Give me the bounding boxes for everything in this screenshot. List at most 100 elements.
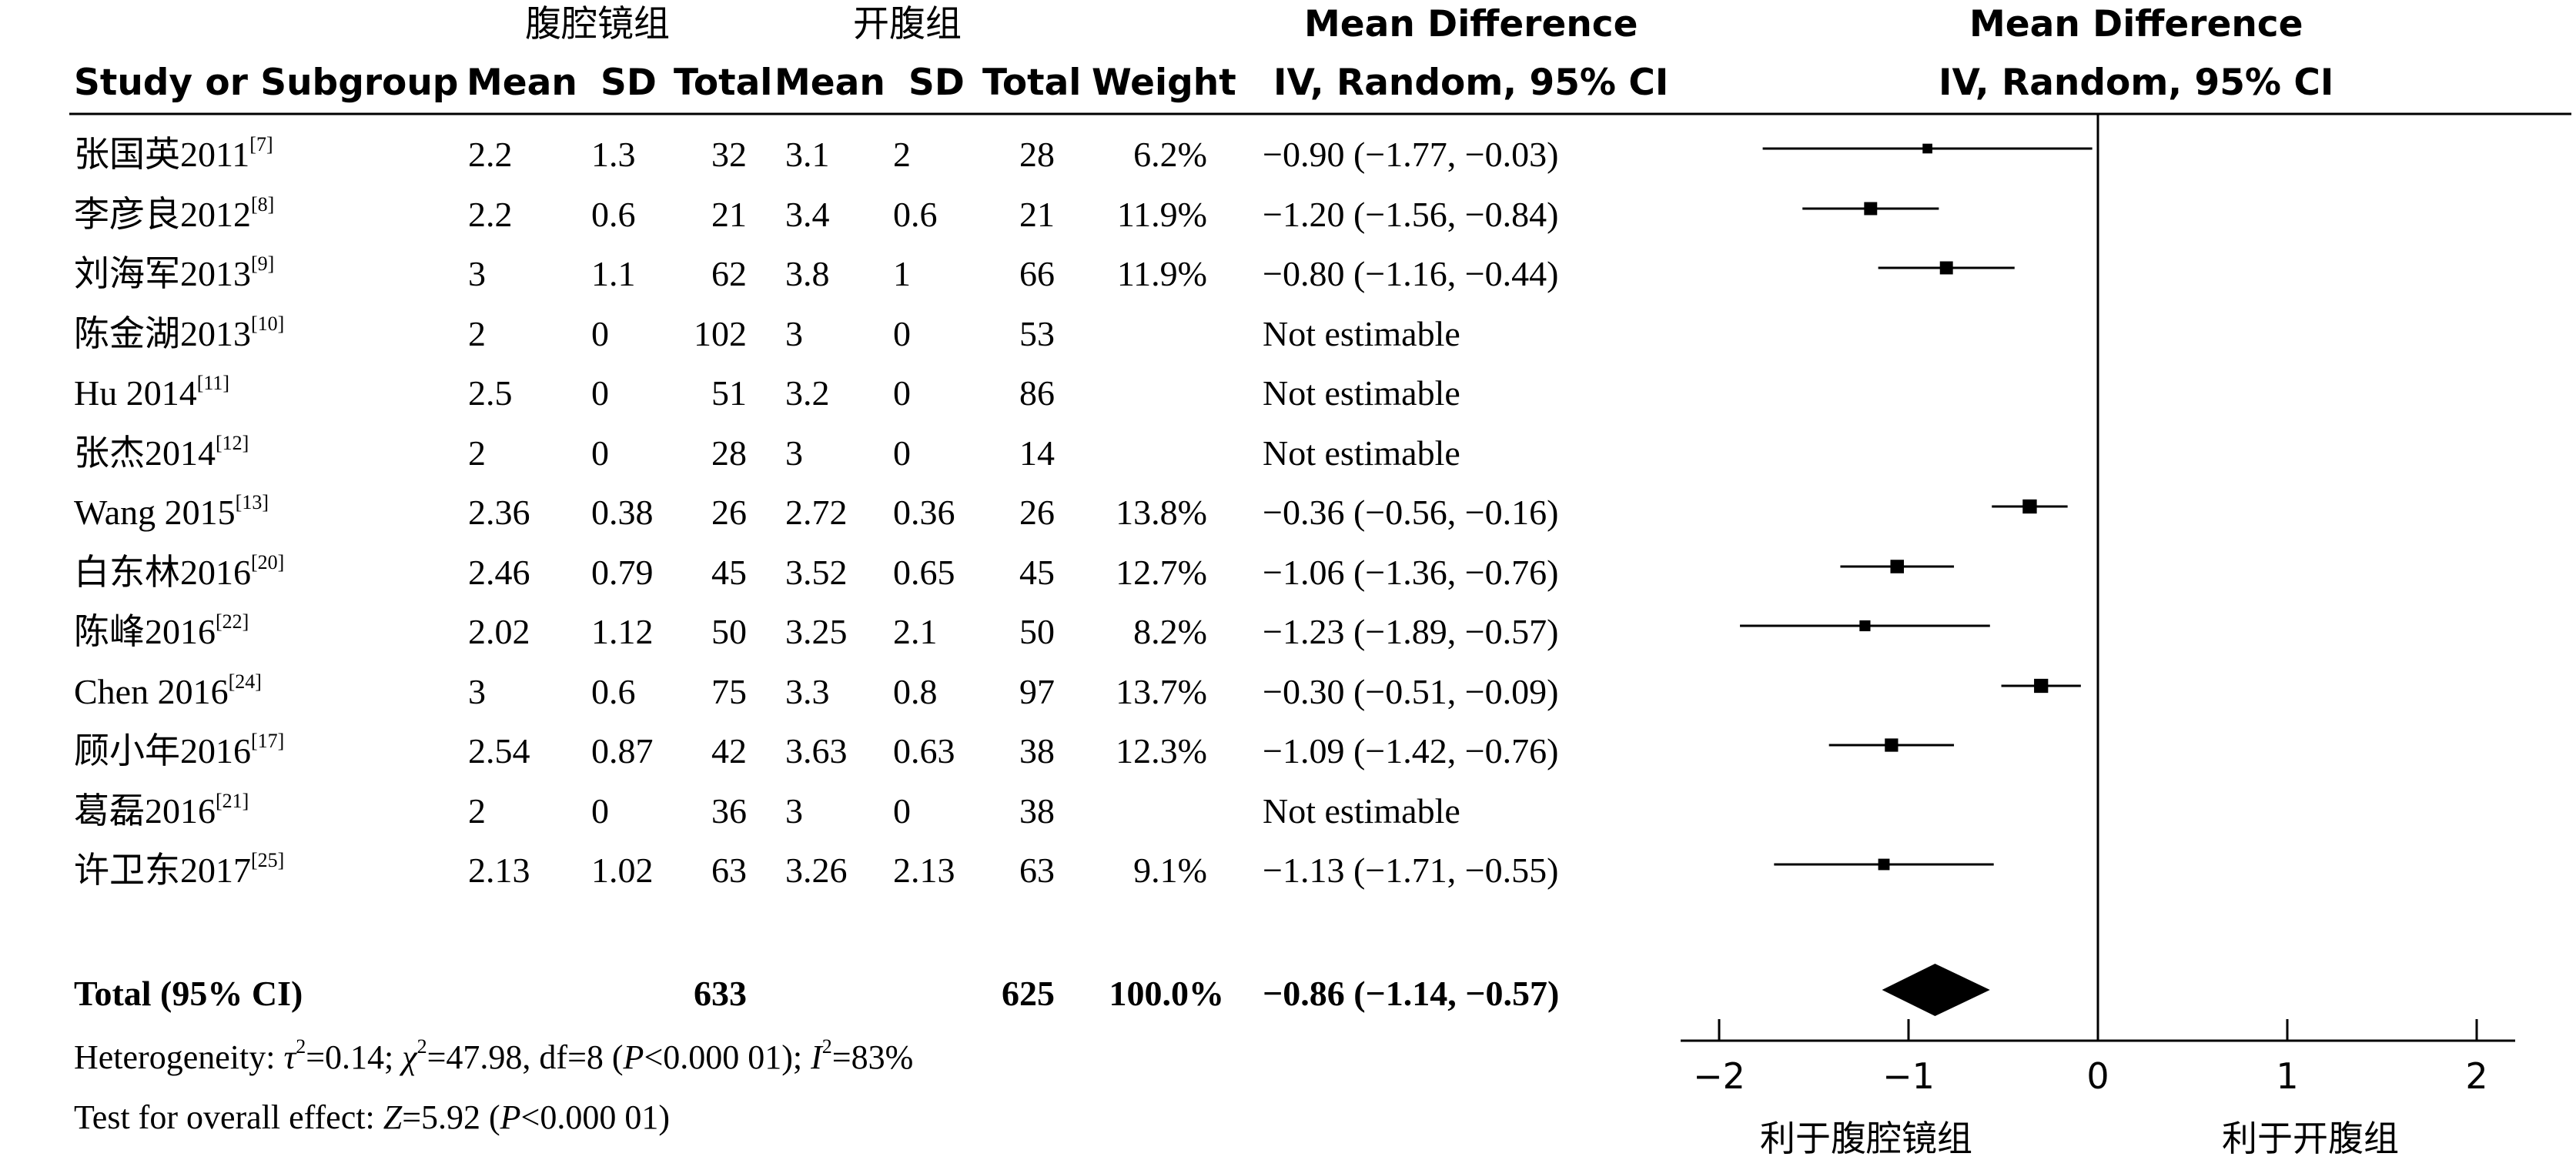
study-ref: [13] (235, 491, 269, 513)
effect-marker (1939, 261, 1953, 275)
cell-study: 白东林2016[20] (74, 553, 284, 590)
study-name: Wang 2015 (74, 493, 236, 532)
cell-ci: Not estimable (1263, 373, 1460, 413)
cell-sd2: 2 (893, 135, 911, 174)
cell-study: 李彦良2012[8] (74, 195, 274, 232)
cell-sd1: 1.12 (591, 612, 654, 651)
md-sub-left: IV, Random, 95% CI (1273, 62, 1669, 104)
study-ref: [25] (251, 849, 285, 871)
effect-marker (1922, 143, 1932, 154)
col-mean2: Mean (774, 62, 885, 104)
study-name: 刘海军2013 (74, 254, 251, 293)
study-name: Chen 2016 (74, 672, 229, 711)
cell-mean2: 3.25 (785, 612, 848, 651)
cell-study: 张国英2011[7] (74, 135, 273, 174)
total-n1: 633 (694, 974, 747, 1013)
cell-sd1: 0 (591, 373, 609, 413)
cell-sd2: 2.1 (893, 612, 938, 651)
cell-study: 顾小年2016[17] (74, 731, 284, 769)
cell-ci: −1.13 (−1.71, −0.55) (1263, 851, 1559, 890)
md-title-right: Mean Difference (1969, 3, 2303, 45)
cell-ci: Not estimable (1263, 433, 1460, 473)
cell-weight: 13.8% (1116, 493, 1207, 532)
cell-sd2: 0.6 (893, 195, 938, 234)
cell-sd1: 1.3 (591, 135, 636, 174)
cell-mean2: 3 (785, 791, 803, 831)
study-ref: [9] (251, 252, 275, 275)
cell-sd2: 0.36 (893, 493, 955, 532)
cell-mean1: 2.2 (468, 195, 513, 234)
cell-total1: 75 (711, 672, 747, 711)
cell-total2: 66 (1019, 254, 1055, 293)
cell-weight: 8.2% (1133, 612, 1207, 651)
cell-ci: −0.36 (−0.56, −0.16) (1263, 493, 1559, 532)
cell-study: 张杰2014[12] (74, 433, 249, 471)
heterogeneity-text: Heterogeneity: τ2=0.14; χ2=47.98, df=8 (… (74, 1035, 914, 1076)
cell-total1: 63 (711, 851, 747, 890)
cell-mean2: 3.3 (785, 672, 830, 711)
cell-sd1: 1.1 (591, 254, 636, 293)
cell-ci: −1.06 (−1.36, −0.76) (1263, 553, 1559, 592)
col-sd1: SD (601, 62, 657, 104)
col-sd2: SD (908, 62, 965, 104)
effect-marker (1864, 202, 1878, 216)
study-ref: [20] (251, 551, 285, 573)
cell-mean2: 3 (785, 433, 803, 473)
total-label: Total (95% CI) (74, 974, 303, 1013)
cell-mean2: 3.1 (785, 135, 830, 174)
x-tick-label: −2 (1693, 1055, 1745, 1097)
study-ref: [7] (249, 133, 273, 155)
cell-total1: 28 (711, 433, 747, 473)
x-tick-label: 2 (2465, 1055, 2487, 1097)
cell-weight: 11.9% (1116, 254, 1207, 293)
cell-ci: −0.80 (−1.16, −0.44) (1263, 254, 1559, 293)
cell-sd2: 2.13 (893, 851, 955, 890)
cell-ci: Not estimable (1263, 791, 1460, 831)
cell-total2: 38 (1019, 791, 1055, 831)
cell-sd1: 0.6 (591, 195, 636, 234)
cell-mean2: 3.63 (785, 731, 848, 771)
favours-right: 利于开腹组 (2222, 1118, 2399, 1159)
cell-mean1: 2.2 (468, 135, 513, 174)
study-name: 张国英2011 (74, 135, 250, 174)
cell-total1: 42 (711, 731, 747, 771)
effect-marker (2022, 499, 2037, 514)
effect-marker (2034, 678, 2049, 694)
cell-sd1: 0.38 (591, 493, 654, 532)
overall-effect-text: Test for overall effect: Z=5.92 (P<0.000… (74, 1098, 671, 1136)
cell-total2: 28 (1019, 135, 1055, 174)
study-name: Hu 2014 (74, 373, 197, 413)
total-n2: 625 (1002, 974, 1055, 1013)
cell-total2: 86 (1019, 373, 1055, 413)
cell-total1: 36 (711, 791, 747, 831)
cell-total2: 50 (1019, 612, 1055, 651)
cell-sd1: 0 (591, 433, 609, 473)
study-ref: [12] (216, 432, 249, 454)
cell-sd1: 0.79 (591, 553, 654, 592)
study-name: 陈金湖2013 (74, 314, 251, 353)
cell-ci: −1.20 (−1.56, −0.84) (1263, 195, 1559, 234)
cell-mean1: 2.02 (468, 612, 530, 651)
cell-mean1: 2 (468, 433, 486, 473)
cell-sd2: 0 (893, 433, 911, 473)
cell-total1: 51 (711, 373, 747, 413)
cell-sd1: 0 (591, 314, 609, 353)
study-ref: [17] (251, 730, 285, 752)
cell-study: 葛磊2016[21] (74, 791, 249, 829)
cell-total1: 45 (711, 553, 747, 592)
study-ref: [10] (251, 313, 285, 335)
cell-ci: Not estimable (1263, 314, 1460, 353)
total-weight: 100.0% (1109, 974, 1225, 1013)
cell-mean1: 2 (468, 314, 486, 353)
cell-study: 陈金湖2013[10] (74, 313, 285, 353)
study-ref: [21] (216, 790, 249, 812)
col-weight: Weight (1092, 62, 1236, 104)
cell-weight: 12.3% (1116, 731, 1207, 771)
effect-marker (1885, 738, 1899, 752)
effect-marker (1859, 620, 1871, 632)
cell-sd2: 0 (893, 314, 911, 353)
cell-ci: −0.30 (−0.51, −0.09) (1263, 672, 1559, 711)
cell-weight: 12.7% (1116, 553, 1207, 592)
cell-study: Hu 2014[11] (74, 373, 229, 413)
cell-total1: 62 (711, 254, 747, 293)
